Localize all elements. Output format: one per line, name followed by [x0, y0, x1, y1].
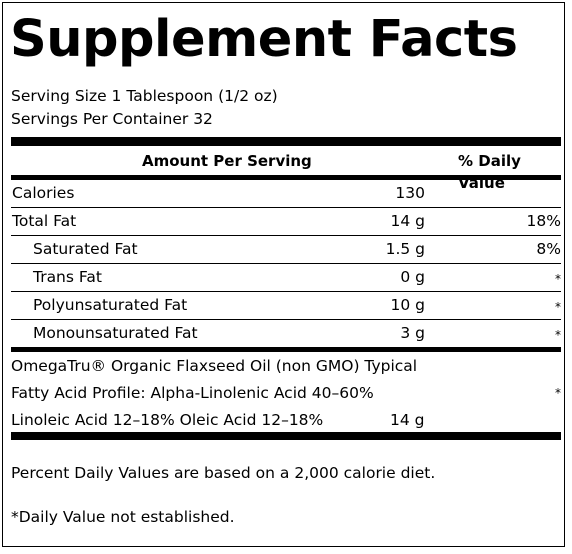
- ingredient-line-1: OmegaTru® Organic Flaxseed Oil (non GMO)…: [11, 357, 418, 375]
- nutrient-amount: 3 g: [400, 324, 425, 342]
- nutrient-name: Polyunsaturated Fat: [33, 296, 188, 314]
- nutrient-daily-value: *: [555, 328, 561, 342]
- ingredient-daily-value: *: [555, 386, 561, 400]
- ingredient-line-2: Fatty Acid Profile: Alpha-Linolenic Acid…: [11, 384, 374, 402]
- nutrient-name: Trans Fat: [33, 268, 102, 286]
- footnote-daily-values: Percent Daily Values are based on a 2,00…: [11, 464, 436, 482]
- serving-size: Serving Size 1 Tablespoon (1/2 oz): [11, 87, 278, 105]
- nutrient-daily-value: *: [555, 300, 561, 314]
- nutrient-row-trans-fat: Trans Fat 0 g *: [11, 263, 561, 291]
- nutrient-row-calories: Calories 130: [11, 179, 561, 207]
- servings-per-container: Servings Per Container 32: [11, 110, 213, 128]
- thick-divider-top: [11, 137, 561, 146]
- row-divider: [11, 291, 561, 292]
- header-divider: [11, 175, 561, 180]
- row-divider: [11, 207, 561, 208]
- panel-title: Supplement Facts: [10, 10, 518, 69]
- thick-divider-bottom: [11, 432, 561, 440]
- nutrient-amount: 14 g: [390, 212, 426, 230]
- ingredient-divider: [11, 347, 561, 352]
- nutrient-row-total-fat: Total Fat 14 g 18%: [11, 207, 561, 235]
- nutrient-name: Monounsaturated Fat: [33, 324, 198, 342]
- row-divider: [11, 319, 561, 320]
- nutrient-row-saturated-fat: Saturated Fat 1.5 g 8%: [11, 235, 561, 263]
- nutrient-amount: 130: [395, 184, 425, 202]
- nutrient-name: Saturated Fat: [33, 240, 138, 258]
- nutrient-daily-value: *: [555, 272, 561, 286]
- nutrient-row-monounsaturated-fat: Monounsaturated Fat 3 g *: [11, 319, 561, 347]
- footnote-not-established: *Daily Value not established.: [11, 508, 235, 526]
- supplement-facts-panel: [2, 2, 565, 547]
- row-divider: [11, 235, 561, 236]
- ingredient-amount: 14 g: [390, 411, 425, 429]
- amount-per-serving-header: Amount Per Serving: [142, 152, 312, 170]
- row-divider: [11, 263, 561, 264]
- nutrient-amount: 0 g: [400, 268, 425, 286]
- nutrient-daily-value: 8%: [536, 240, 561, 258]
- nutrient-amount: 10 g: [390, 296, 426, 314]
- nutrient-name: Calories: [12, 184, 75, 202]
- nutrient-row-polyunsaturated-fat: Polyunsaturated Fat 10 g *: [11, 291, 561, 319]
- nutrient-name: Total Fat: [12, 212, 77, 230]
- nutrient-amount: 1.5 g: [385, 240, 425, 258]
- ingredient-line-3: Linoleic Acid 12–18% Oleic Acid 12–18%: [11, 411, 324, 429]
- nutrient-daily-value: 18%: [526, 212, 561, 230]
